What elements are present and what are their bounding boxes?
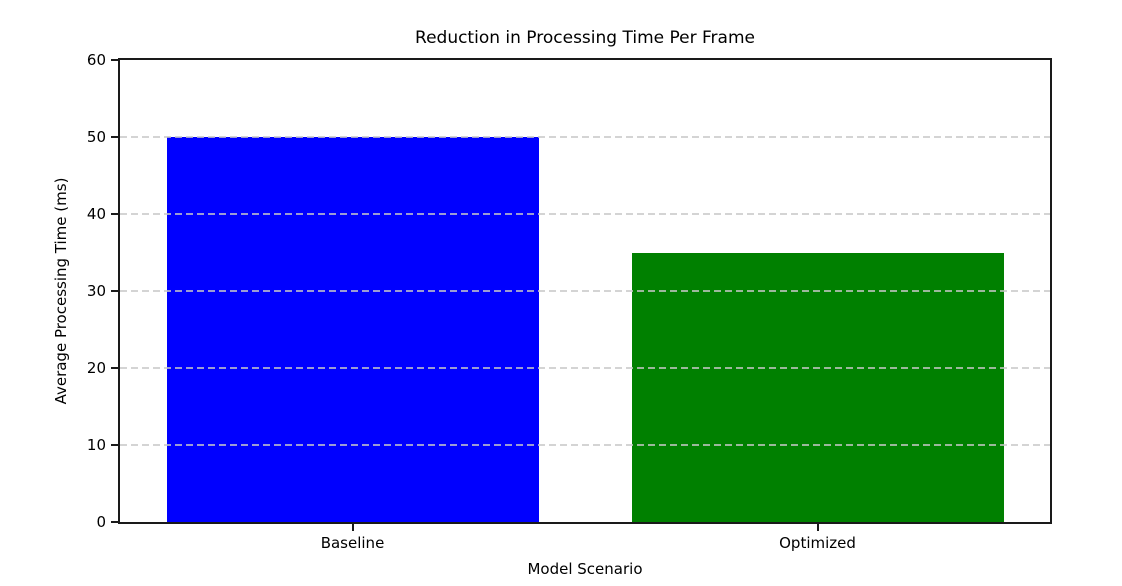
x-tick-label-optimized: Optimized xyxy=(779,534,856,552)
plot-inner xyxy=(120,60,1050,522)
y-tick-label: 60 xyxy=(86,51,106,69)
y-tick-mark xyxy=(111,290,118,292)
y-tick-label: 20 xyxy=(86,359,106,377)
x-tick-mark xyxy=(351,524,354,531)
y-tick-mark xyxy=(111,213,118,215)
gridline-y-30 xyxy=(120,290,1050,292)
gridline-y-20 xyxy=(120,367,1050,369)
x-tick-label-baseline: Baseline xyxy=(320,534,385,552)
gridline-y-50 xyxy=(120,136,1050,138)
y-tick-label: 0 xyxy=(96,513,106,531)
gridline-y-10 xyxy=(120,444,1050,446)
chart-title: Reduction in Processing Time Per Frame xyxy=(415,28,755,48)
bar-optimized xyxy=(631,252,1004,522)
y-tick-mark xyxy=(111,521,118,523)
plot-area xyxy=(118,58,1052,524)
y-tick-label: 50 xyxy=(86,128,106,146)
bar-baseline xyxy=(166,137,539,522)
y-tick-mark xyxy=(111,444,118,446)
gridline-y-40 xyxy=(120,213,1050,215)
x-axis-label: Model Scenario xyxy=(527,560,643,578)
y-tick-label: 30 xyxy=(86,282,106,300)
y-tick-mark xyxy=(111,59,118,61)
y-tick-mark xyxy=(111,367,118,369)
y-tick-mark xyxy=(111,136,118,138)
y-tick-label: 10 xyxy=(86,436,106,454)
x-tick-mark xyxy=(816,524,819,531)
y-tick-label: 40 xyxy=(86,205,106,223)
